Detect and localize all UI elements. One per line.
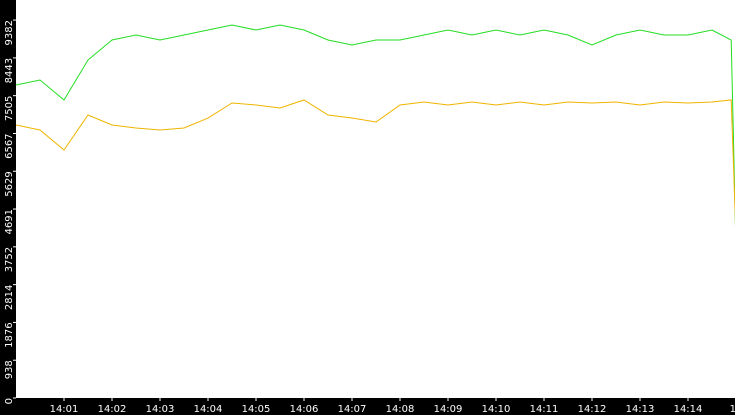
x-tick-label: 14: [730, 404, 735, 415]
y-tick-label: 8443: [4, 58, 15, 83]
x-tick-label: 14:11: [530, 404, 559, 415]
x-tick-label: 14:13: [626, 404, 655, 415]
x-tick-label: 14:05: [242, 404, 271, 415]
y-tick-label: 2814: [4, 285, 15, 310]
series-line: [15, 24, 735, 229]
x-tick-label: 14:07: [338, 404, 367, 415]
y-tick-label: 0: [4, 398, 15, 404]
y-tick-label: 938: [4, 360, 15, 379]
x-tick-label: 14:12: [578, 404, 607, 415]
y-tick-label: 1876: [4, 322, 15, 347]
x-tick-label: 14:01: [50, 404, 79, 415]
y-tick-label: 4691: [4, 209, 15, 234]
x-tick-label: 14:10: [482, 404, 511, 415]
x-tick-label: 14:09: [434, 404, 463, 415]
y-tick-label: 3752: [4, 247, 15, 272]
series-line: [15, 99, 735, 223]
x-tick-label: 14:08: [386, 404, 415, 415]
plot-area: [16, 0, 735, 398]
x-tick-label: 14:06: [290, 404, 319, 415]
y-tick-label: 5629: [4, 171, 15, 196]
y-tick-label: 6567: [4, 133, 15, 158]
y-tick-label: 9382: [4, 20, 15, 45]
x-tick-label: 14:14: [674, 404, 703, 415]
x-tick-label: 14:02: [98, 404, 127, 415]
x-tick-label: 14:03: [146, 404, 175, 415]
y-tick-label: 7505: [4, 96, 15, 121]
x-tick-label: 14:04: [194, 404, 223, 415]
